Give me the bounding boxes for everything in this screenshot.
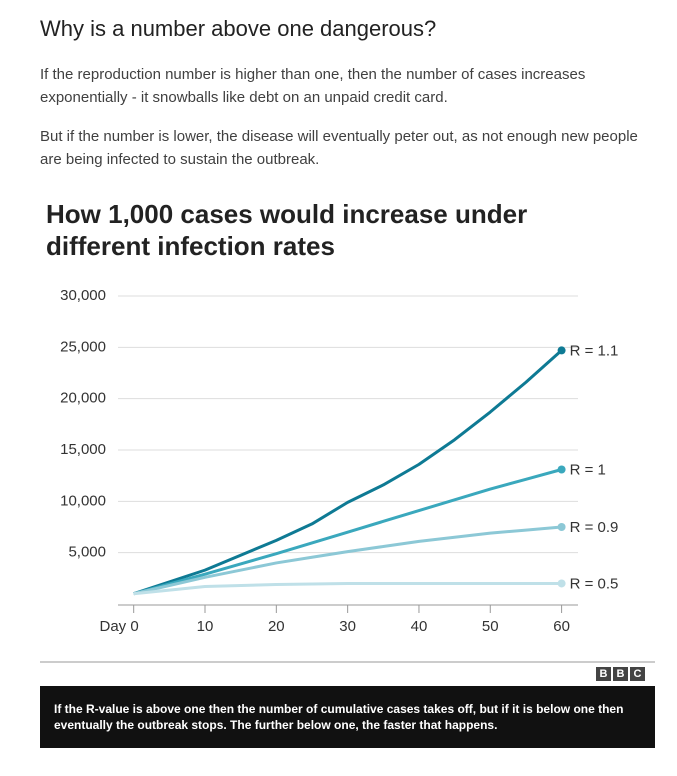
paragraph: If the reproduction number is higher tha… — [40, 66, 586, 106]
y-tick-label: 5,000 — [68, 544, 106, 561]
paragraph: But if the number is lower, the disease … — [40, 128, 638, 168]
y-tick-label: 15,000 — [60, 441, 106, 458]
x-tick-label: 30 — [339, 618, 356, 635]
end-point — [557, 465, 566, 474]
caption: If the R-value is above one then the num… — [40, 686, 655, 748]
series-label: R = 1 — [570, 461, 606, 478]
y-tick-label: 10,000 — [60, 492, 106, 509]
end-point — [557, 346, 566, 355]
x-tick-label: 10 — [197, 618, 214, 635]
series-line — [133, 349, 563, 596]
heading: Why is a number above one dangerous? — [40, 16, 437, 41]
x-tick-label: 20 — [268, 618, 285, 635]
y-tick-label: 30,000 — [60, 287, 106, 304]
logo-letter: C — [630, 667, 645, 681]
logo-letter: B — [596, 667, 611, 681]
end-point — [557, 523, 566, 531]
end-point — [557, 579, 566, 588]
y-tick-label: 20,000 — [60, 390, 106, 407]
x-tick-label: 50 — [482, 618, 499, 635]
series-line — [133, 581, 562, 596]
x-tick-label: 60 — [553, 618, 570, 635]
x-tick-label: Day 0 — [100, 618, 139, 635]
series-line — [133, 525, 562, 596]
logo-letter: B — [613, 667, 628, 681]
series-label: R = 1.1 — [570, 342, 619, 359]
series-label: R = 0.9 — [570, 519, 619, 536]
chart-title: How 1,000 cases would increase under dif… — [46, 199, 528, 261]
series-label: R = 0.5 — [570, 575, 619, 592]
logo: B B C — [596, 667, 645, 681]
series-line — [133, 468, 562, 596]
y-tick-label: 25,000 — [60, 338, 106, 355]
x-tick-label: 40 — [411, 618, 428, 635]
